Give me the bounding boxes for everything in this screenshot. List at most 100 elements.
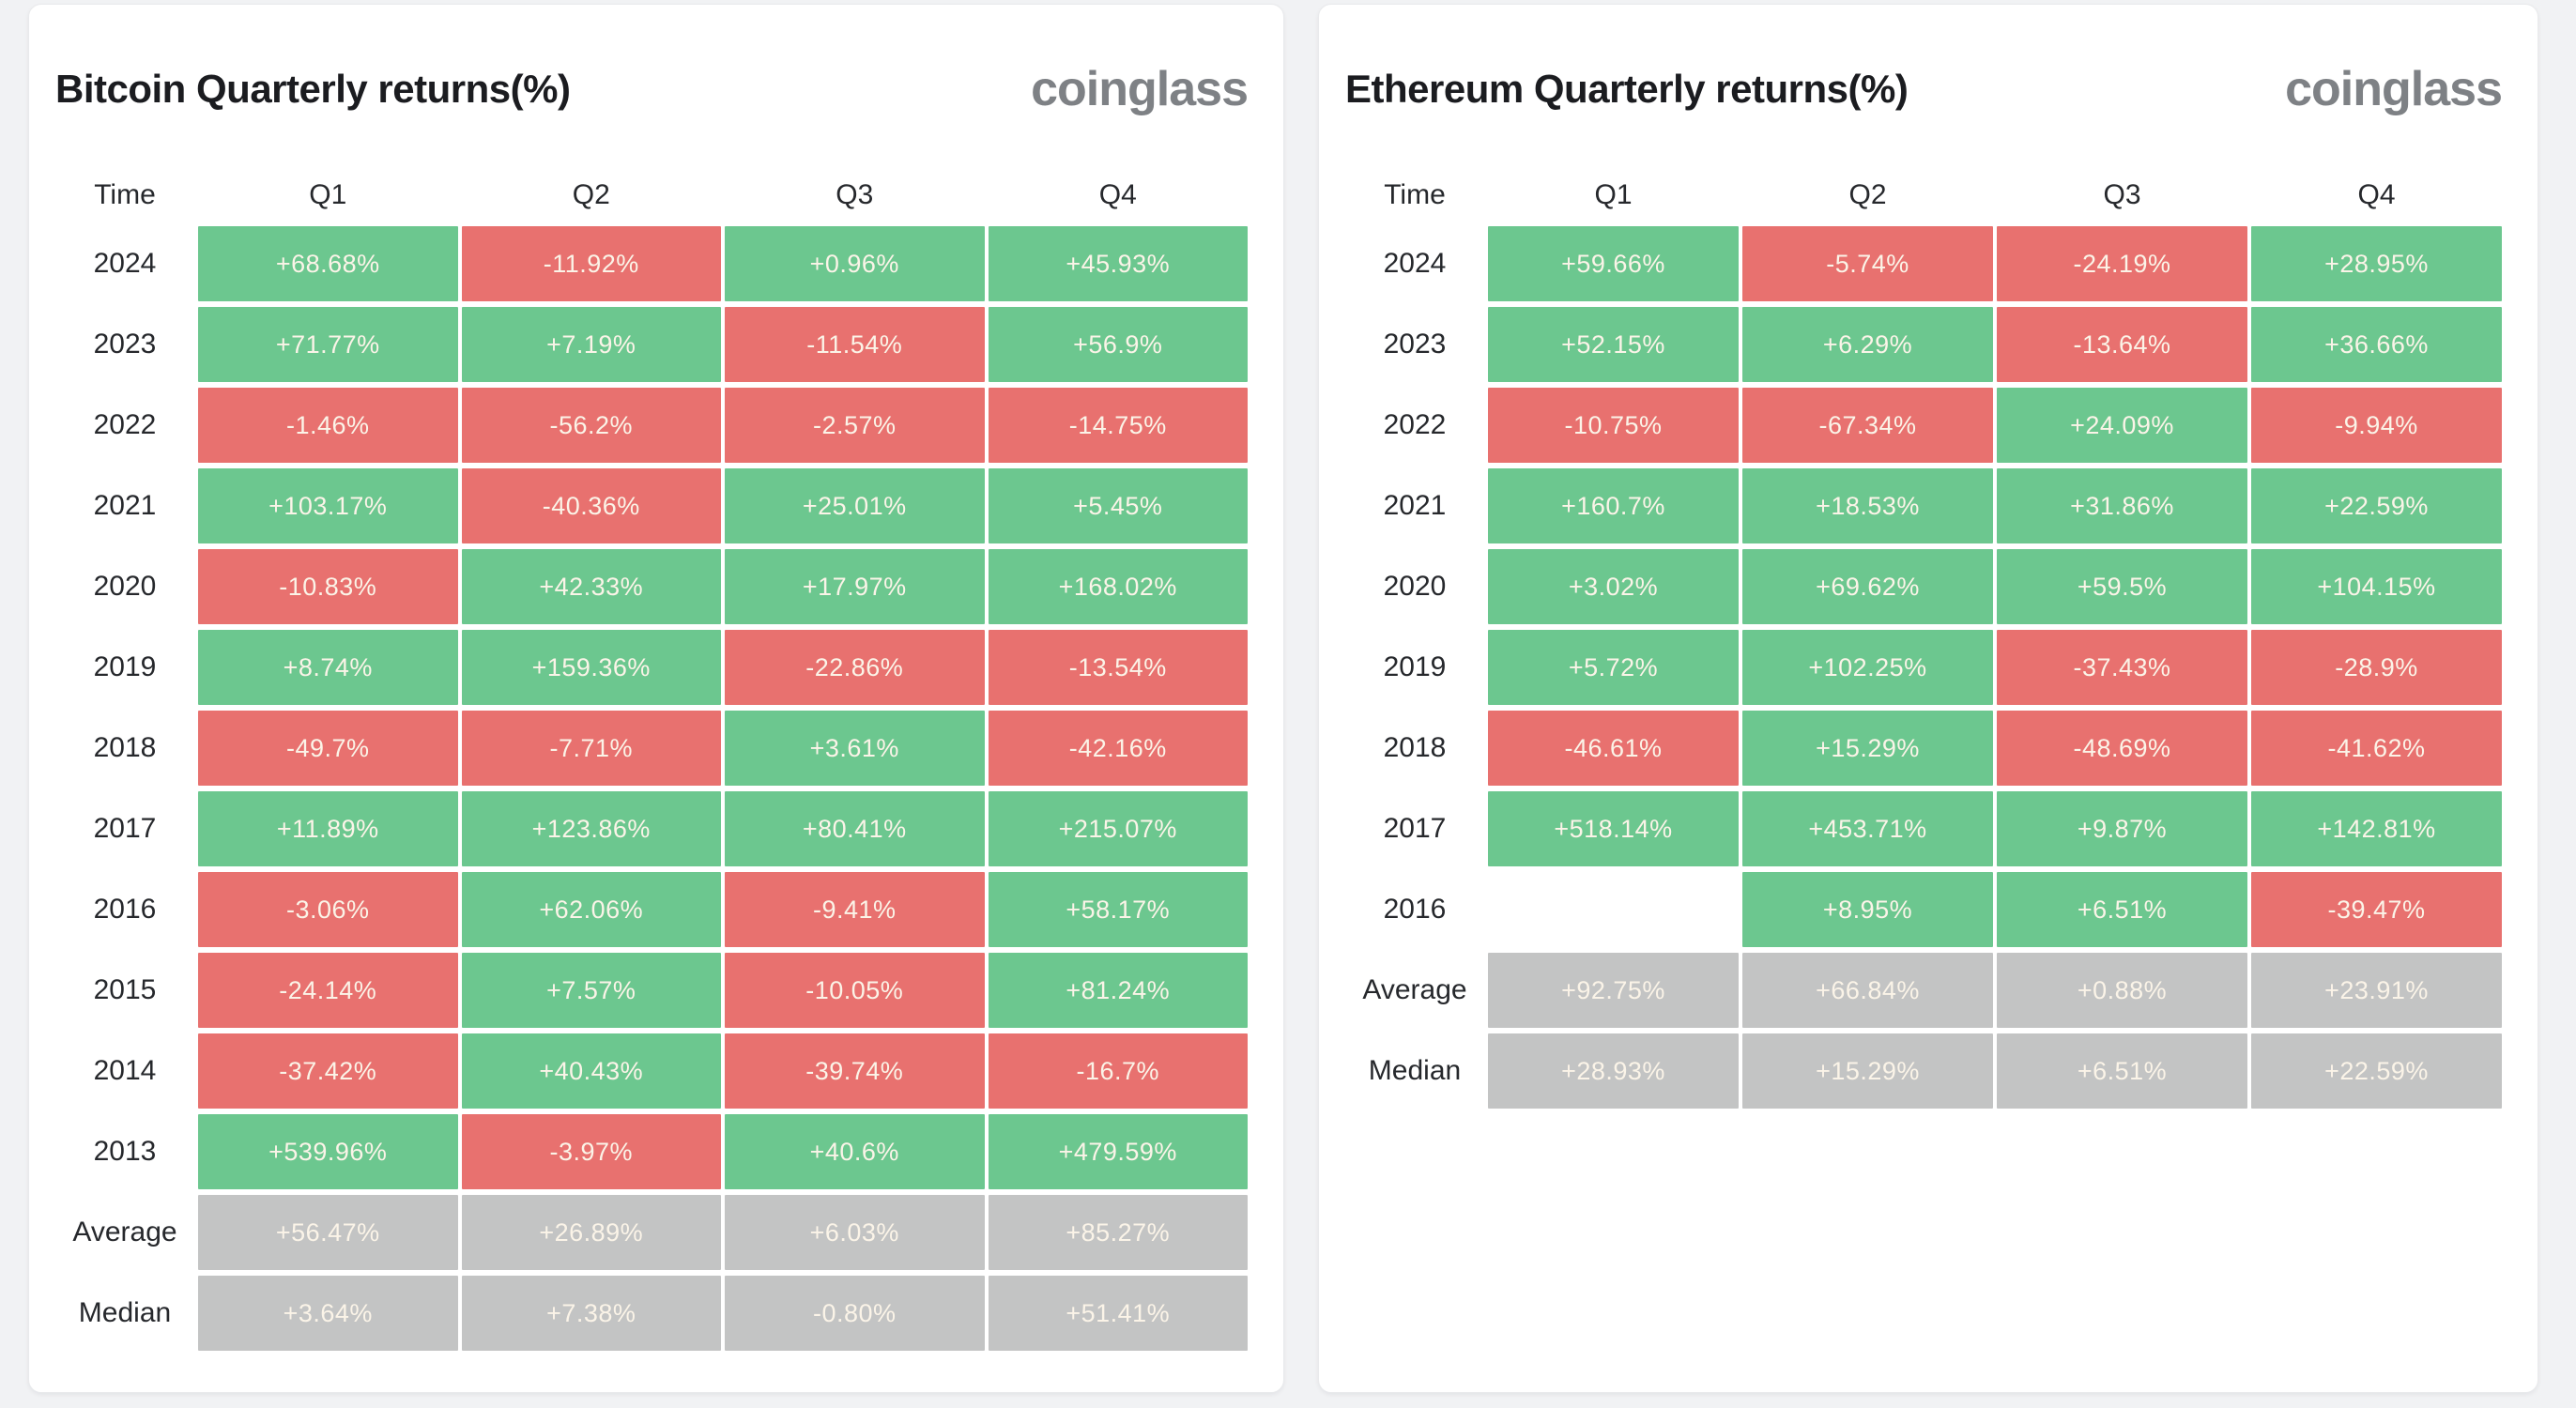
row-label-2017: 2017 xyxy=(93,813,157,844)
column-header-q2: Q2 xyxy=(572,179,610,210)
return-cell: +40.6% xyxy=(725,1114,985,1189)
return-cell: -3.97% xyxy=(461,1114,721,1189)
return-cell: +123.86% xyxy=(461,791,721,866)
return-cell: -11.92% xyxy=(461,226,721,301)
return-cell: +103.17% xyxy=(198,468,458,543)
return-cell: +66.84% xyxy=(1742,953,1993,1028)
return-cell: +15.29% xyxy=(1742,1033,1993,1109)
return-cell: +92.75% xyxy=(1488,953,1739,1028)
return-cell: -48.69% xyxy=(1997,711,2247,786)
return-cell: -39.74% xyxy=(725,1033,985,1109)
return-cell: -40.36% xyxy=(461,468,721,543)
return-cell xyxy=(1488,872,1739,947)
row-label-2024: 2024 xyxy=(1383,248,1447,279)
row-label-2019: 2019 xyxy=(93,651,157,682)
return-cell: +25.01% xyxy=(725,468,985,543)
return-cell: +215.07% xyxy=(988,791,1248,866)
return-cell: -13.54% xyxy=(988,630,1248,705)
return-cell: +51.41% xyxy=(988,1276,1248,1351)
return-cell: +23.91% xyxy=(2251,953,2502,1028)
row-label-median: Median xyxy=(78,1297,172,1328)
return-cell: -7.71% xyxy=(461,711,721,786)
return-cell: +102.25% xyxy=(1742,630,1993,705)
return-cell: -49.7% xyxy=(198,711,458,786)
return-cell: +160.7% xyxy=(1488,468,1739,543)
row-label-2024: 2024 xyxy=(93,248,157,279)
return-cell: +52.15% xyxy=(1488,307,1739,382)
row-label-2016: 2016 xyxy=(1383,894,1447,925)
return-cell: +59.5% xyxy=(1997,549,2247,624)
column-header-q1: Q1 xyxy=(309,179,347,210)
return-cell: -28.9% xyxy=(2251,630,2502,705)
return-cell: -10.83% xyxy=(198,549,458,624)
return-cell: -24.19% xyxy=(1997,226,2247,301)
return-cell: +7.57% xyxy=(461,953,721,1028)
coinglass-logo[interactable]: coinglass xyxy=(1031,62,1249,116)
row-label-2018: 2018 xyxy=(93,732,157,763)
return-cell: +7.19% xyxy=(461,307,721,382)
return-cell: +81.24% xyxy=(988,953,1248,1028)
return-cell: +36.66% xyxy=(2251,307,2502,382)
return-cell: +6.51% xyxy=(1997,872,2247,947)
return-cell: +56.9% xyxy=(988,307,1248,382)
return-cell: +142.81% xyxy=(2251,791,2502,866)
return-cell: -67.34% xyxy=(1742,388,1993,463)
return-cell: -56.2% xyxy=(461,388,721,463)
return-cell: -5.74% xyxy=(1742,226,1993,301)
column-header-q4: Q4 xyxy=(1098,179,1137,210)
row-label-average: Average xyxy=(1362,974,1467,1005)
ethereum-returns-panel: Ethereum Quarterly returns(%) coinglass … xyxy=(1318,4,2538,1393)
return-cell: +8.95% xyxy=(1742,872,1993,947)
bitcoin-panel-title: Bitcoin Quarterly returns(%) xyxy=(55,67,571,111)
return-cell: +3.64% xyxy=(198,1276,458,1351)
return-cell: +80.41% xyxy=(725,791,985,866)
return-cell: -13.64% xyxy=(1997,307,2247,382)
return-cell: +31.86% xyxy=(1997,468,2247,543)
row-label-average: Average xyxy=(72,1217,177,1247)
return-cell: +11.89% xyxy=(198,791,458,866)
return-cell: -11.54% xyxy=(725,307,985,382)
return-cell: +58.17% xyxy=(988,872,1248,947)
return-cell: +7.38% xyxy=(461,1276,721,1351)
return-cell: -42.16% xyxy=(988,711,1248,786)
row-label-2013: 2013 xyxy=(93,1136,157,1167)
return-cell: +24.09% xyxy=(1997,388,2247,463)
return-cell: +28.95% xyxy=(2251,226,2502,301)
row-label-2022: 2022 xyxy=(1383,409,1447,440)
return-cell: -2.57% xyxy=(725,388,985,463)
return-cell: +6.03% xyxy=(725,1195,985,1270)
row-label-2018: 2018 xyxy=(1383,732,1447,763)
return-cell: +0.88% xyxy=(1997,953,2247,1028)
return-cell: +8.74% xyxy=(198,630,458,705)
return-cell: -37.43% xyxy=(1997,630,2247,705)
return-cell: +45.93% xyxy=(988,226,1248,301)
return-cell: +159.36% xyxy=(461,630,721,705)
row-label-median: Median xyxy=(1368,1055,1462,1086)
return-cell: -22.86% xyxy=(725,630,985,705)
return-cell: +59.66% xyxy=(1488,226,1739,301)
return-cell: +17.97% xyxy=(725,549,985,624)
return-cell: +22.59% xyxy=(2251,1033,2502,1109)
coinglass-logo[interactable]: coinglass xyxy=(2285,62,2503,116)
return-cell: -10.75% xyxy=(1488,388,1739,463)
return-cell: +6.29% xyxy=(1742,307,1993,382)
return-cell: +168.02% xyxy=(988,549,1248,624)
ethereum-returns-table: Time Q1 Q2 Q3 Q4 2024 +59.66% -5.74% -24.19% +28.… xyxy=(1345,170,2502,1109)
column-header-time: Time xyxy=(1384,179,1446,210)
row-label-2019: 2019 xyxy=(1383,651,1447,682)
row-label-2015: 2015 xyxy=(93,974,157,1005)
column-header-q2: Q2 xyxy=(1848,179,1887,210)
return-cell: +18.53% xyxy=(1742,468,1993,543)
return-cell: +479.59% xyxy=(988,1114,1248,1189)
return-cell: +28.93% xyxy=(1488,1033,1739,1109)
return-cell: +6.51% xyxy=(1997,1033,2247,1109)
row-label-2016: 2016 xyxy=(93,894,157,925)
return-cell: +9.87% xyxy=(1997,791,2247,866)
return-cell: +518.14% xyxy=(1488,791,1739,866)
return-cell: -24.14% xyxy=(198,953,458,1028)
return-cell: -3.06% xyxy=(198,872,458,947)
return-cell: -37.42% xyxy=(198,1033,458,1109)
return-cell: -1.46% xyxy=(198,388,458,463)
ethereum-panel-header: Ethereum Quarterly returns(%) coinglass xyxy=(1345,42,2503,136)
bitcoin-panel-header: Bitcoin Quarterly returns(%) coinglass xyxy=(55,42,1249,136)
